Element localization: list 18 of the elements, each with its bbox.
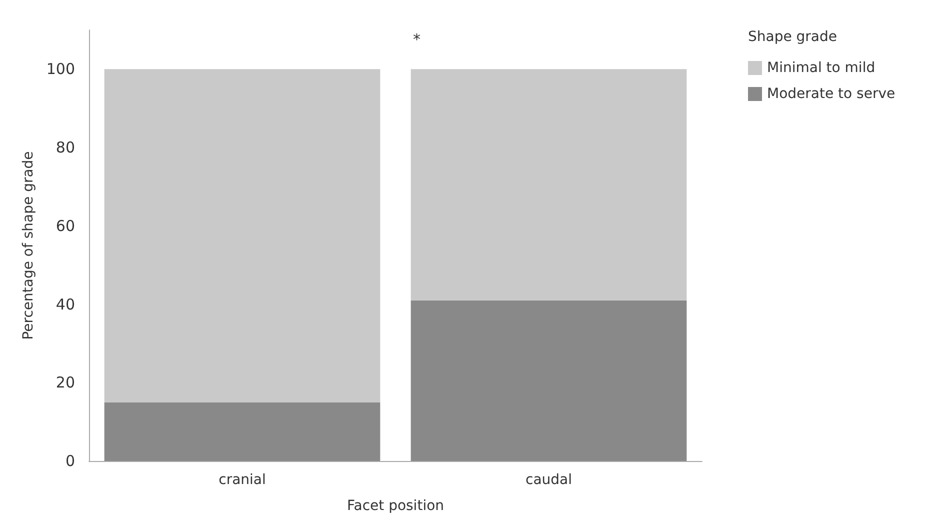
legend-label: Moderate to serve [767,86,896,102]
y-tick-label: 40 [56,295,75,314]
x-tick-label: caudal [525,472,572,488]
x-tick-label: cranial [218,472,266,488]
y-tick-label: 60 [56,216,75,235]
legend-label: Minimal to mild [767,60,876,76]
y-tick-label: 0 [65,452,75,470]
x-axis-title: Facet position [346,498,444,514]
y-tick-label: 80 [56,138,75,157]
bar [104,402,380,461]
legend-title: Shape grade [748,29,838,45]
bar [104,69,380,402]
y-tick-label: 100 [46,60,75,78]
bar [410,300,687,461]
y-axis-title: Percentage of shape grade [20,151,36,340]
annotation: * [413,30,421,48]
y-tick-label: 20 [56,374,75,392]
bar [410,69,687,300]
